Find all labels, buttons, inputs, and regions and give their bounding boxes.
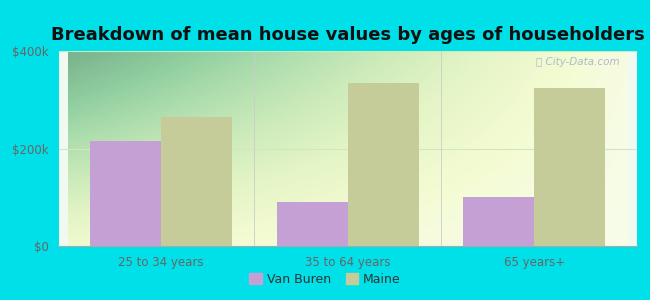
Bar	[534, 88, 605, 246]
Legend: Van Buren, Maine: Van Buren, Maine	[244, 268, 406, 291]
Bar	[161, 117, 232, 246]
Text: ⓘ City-Data.com: ⓘ City-Data.com	[536, 57, 619, 67]
Bar	[277, 202, 348, 246]
Title: Breakdown of mean house values by ages of householders: Breakdown of mean house values by ages o…	[51, 26, 645, 44]
Bar	[90, 141, 161, 246]
Bar	[463, 197, 534, 246]
Bar	[348, 83, 419, 246]
